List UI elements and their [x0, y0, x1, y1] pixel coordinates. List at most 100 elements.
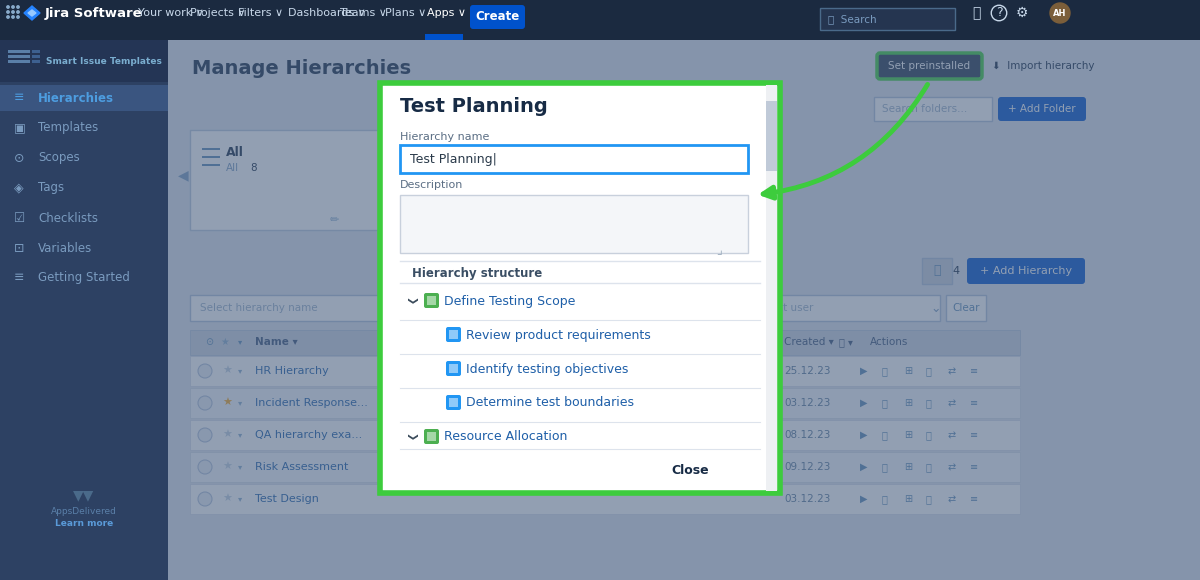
FancyBboxPatch shape [449, 398, 458, 407]
Text: ⌟: ⌟ [716, 245, 722, 258]
Text: ≡: ≡ [970, 366, 978, 376]
FancyBboxPatch shape [446, 361, 461, 376]
Text: 8: 8 [250, 163, 257, 173]
FancyBboxPatch shape [168, 40, 1200, 580]
FancyBboxPatch shape [820, 8, 955, 30]
Text: ⬜: ⬜ [882, 462, 888, 472]
Text: Hierarchies: Hierarchies [38, 92, 114, 104]
Text: ▾: ▾ [238, 338, 242, 346]
FancyBboxPatch shape [202, 164, 220, 166]
Text: AH: AH [1054, 9, 1067, 17]
FancyBboxPatch shape [190, 356, 1020, 386]
Text: ⊙: ⊙ [14, 151, 24, 165]
FancyBboxPatch shape [874, 97, 992, 121]
Text: Actions: Actions [870, 337, 908, 347]
Text: ▶: ▶ [860, 398, 868, 408]
FancyBboxPatch shape [0, 85, 168, 111]
Circle shape [17, 6, 19, 8]
Text: ≡: ≡ [970, 398, 978, 408]
FancyBboxPatch shape [427, 432, 436, 441]
Text: Incident Response...: Incident Response... [256, 398, 368, 408]
FancyBboxPatch shape [190, 420, 1020, 450]
Text: + Add Hierarchy: + Add Hierarchy [980, 266, 1072, 276]
Text: ?: ? [996, 6, 1002, 20]
Text: Templates: Templates [38, 121, 98, 135]
Text: Projects ∨: Projects ∨ [190, 8, 246, 18]
Circle shape [12, 16, 14, 18]
Text: Tags: Tags [38, 182, 64, 194]
FancyBboxPatch shape [766, 85, 778, 491]
Text: ⬇  Import hierarchy: ⬇ Import hierarchy [992, 61, 1094, 71]
Text: ⇄: ⇄ [948, 430, 956, 440]
Text: 03.12.23: 03.12.23 [784, 494, 830, 504]
Text: AppsDelivered: AppsDelivered [52, 508, 116, 517]
Text: ⬜: ⬜ [882, 366, 888, 376]
Text: 03.12.23: 03.12.23 [784, 398, 830, 408]
Text: ⇄: ⇄ [948, 462, 956, 472]
FancyBboxPatch shape [190, 130, 466, 230]
Circle shape [198, 364, 212, 378]
FancyBboxPatch shape [424, 293, 439, 308]
Text: Checklists: Checklists [38, 212, 98, 224]
Text: Name ▾: Name ▾ [256, 337, 298, 347]
FancyBboxPatch shape [32, 55, 40, 58]
Circle shape [198, 460, 212, 474]
Text: ▾: ▾ [238, 430, 242, 440]
FancyBboxPatch shape [190, 330, 1020, 355]
Text: ★: ★ [222, 494, 232, 504]
Text: Determine test boundaries: Determine test boundaries [466, 397, 634, 409]
Text: Getting Started: Getting Started [38, 271, 130, 285]
Text: ⇄: ⇄ [948, 494, 956, 504]
FancyBboxPatch shape [400, 145, 748, 173]
Text: ⊡: ⊡ [14, 241, 24, 255]
Text: ⊙: ⊙ [205, 337, 214, 347]
Text: QA hierarchy exa...: QA hierarchy exa... [256, 430, 362, 440]
Text: HR Hierarchy: HR Hierarchy [256, 366, 329, 376]
FancyBboxPatch shape [967, 258, 1085, 284]
FancyBboxPatch shape [0, 0, 1200, 40]
Circle shape [12, 11, 14, 13]
FancyBboxPatch shape [424, 429, 439, 444]
Circle shape [7, 16, 10, 18]
FancyBboxPatch shape [0, 40, 168, 580]
Text: Apps ∨: Apps ∨ [427, 8, 466, 18]
FancyBboxPatch shape [745, 295, 940, 321]
Text: ⇄: ⇄ [948, 366, 956, 376]
Text: 🗑: 🗑 [926, 494, 932, 504]
Text: Define Testing Scope: Define Testing Scope [444, 295, 575, 307]
Circle shape [7, 11, 10, 13]
Text: ⊞: ⊞ [904, 398, 912, 408]
Text: 🗑: 🗑 [926, 462, 932, 472]
Text: ⊞: ⊞ [904, 494, 912, 504]
FancyBboxPatch shape [877, 53, 982, 79]
Text: All: All [226, 163, 239, 173]
FancyBboxPatch shape [449, 330, 458, 339]
FancyBboxPatch shape [922, 258, 952, 284]
Text: Test Planning: Test Planning [400, 97, 547, 117]
FancyBboxPatch shape [202, 156, 220, 158]
Text: ⬜: ⬜ [882, 398, 888, 408]
Text: Test Planning|: Test Planning| [410, 153, 497, 165]
Text: 08.12.23: 08.12.23 [784, 430, 830, 440]
Text: 🔔 ▾: 🔔 ▾ [839, 337, 853, 347]
Text: Description: Description [400, 180, 463, 190]
Circle shape [198, 492, 212, 506]
FancyBboxPatch shape [0, 40, 1200, 580]
Circle shape [198, 396, 212, 410]
Text: 🗑: 🗑 [934, 264, 941, 277]
Polygon shape [24, 6, 40, 20]
Text: All: All [226, 146, 244, 158]
Text: 🔍  Search: 🔍 Search [828, 14, 877, 24]
Text: ⚙: ⚙ [1015, 6, 1028, 20]
FancyBboxPatch shape [190, 388, 1020, 418]
Text: Teams ∨: Teams ∨ [340, 8, 386, 18]
Text: ★: ★ [222, 430, 232, 440]
Text: ⬜: ⬜ [882, 430, 888, 440]
Text: ◈: ◈ [14, 182, 24, 194]
Text: Create: Create [475, 10, 520, 24]
Text: ▾: ▾ [238, 462, 242, 472]
Text: 🗑: 🗑 [926, 398, 932, 408]
Text: ★: ★ [222, 398, 232, 408]
Text: ❯: ❯ [406, 433, 416, 441]
FancyBboxPatch shape [190, 452, 1020, 482]
